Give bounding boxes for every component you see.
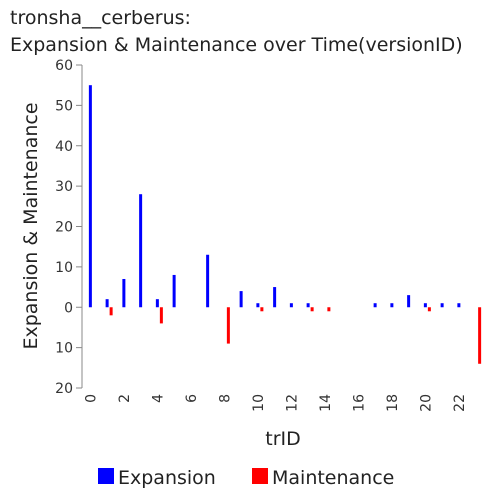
maintenance-bar-20 [427, 307, 431, 312]
expansion-bar-10 [256, 303, 260, 308]
expansion-bar-12 [289, 303, 293, 308]
x-tick-label: 20 [418, 394, 434, 412]
maintenance-bar-1 [109, 307, 113, 316]
y-tick-label: 50 [55, 98, 73, 114]
maintenance-bar-10 [260, 307, 264, 312]
y-axis-label: Expansion & Maintenance [20, 102, 42, 349]
expansion-bar-9 [239, 291, 243, 308]
expansion-bar-21 [440, 303, 444, 308]
maintenance-bar-14 [327, 307, 331, 312]
legend-label-expansion: Expansion [118, 467, 216, 489]
x-axis-label: trID [265, 428, 301, 450]
legend-swatch-maintenance [252, 468, 268, 484]
x-tick-label: 0 [83, 394, 99, 403]
x-tick-label: 10 [251, 394, 267, 412]
x-tick-label: 14 [318, 394, 334, 412]
y-tick-label: 10 [55, 341, 73, 357]
y-tick-label: 20 [55, 381, 73, 397]
expansion-bar-22 [457, 303, 461, 308]
legend: Expansion Maintenance [98, 467, 394, 489]
maintenance-bar-23 [478, 307, 482, 364]
expansion-bar-1 [105, 299, 109, 308]
maintenance-bar-8 [226, 307, 230, 344]
x-tick-label: 4 [150, 394, 166, 403]
expansion-bar-3 [139, 194, 143, 308]
y-tick-label: 10 [55, 260, 73, 276]
y-tick-label: 20 [55, 220, 73, 236]
expansion-bar-0 [88, 85, 92, 308]
expansion-bar-20 [423, 303, 427, 308]
expansion-bar-4 [155, 299, 159, 308]
x-tick-label: 18 [385, 394, 401, 412]
expansion-bar-17 [373, 303, 377, 308]
y-tick-label: 40 [55, 139, 73, 155]
x-tick-label: 22 [452, 394, 468, 412]
expansion-bar-19 [407, 295, 411, 308]
y-tick-label: 60 [55, 58, 73, 74]
expansion-bar-2 [122, 278, 126, 308]
expansion-bar-18 [390, 303, 394, 308]
legend-label-maintenance: Maintenance [272, 467, 394, 489]
y-tick-label: 30 [55, 179, 73, 195]
x-tick-label: 8 [217, 394, 233, 403]
chart-title-line1: tronsha__cerberus: [10, 7, 191, 29]
maintenance-bar-13 [310, 307, 314, 312]
x-tick-label: 6 [184, 394, 200, 403]
legend-swatch-expansion [98, 468, 114, 484]
x-tick-label: 16 [351, 394, 367, 412]
plot-area: 60 50 40 30 20 10 0 10 20 0 2 4 6 8 10 12 14 16 18 20 22 [55, 58, 482, 412]
maintenance-bar-4 [159, 307, 163, 324]
chart-title-line2: Expansion & Maintenance over Time(versio… [10, 34, 463, 56]
y-tick-label: 0 [64, 300, 73, 316]
expansion-bar-5 [172, 274, 176, 308]
expansion-bar-7 [206, 254, 210, 308]
expansion-bar-13 [306, 303, 310, 308]
x-tick-label: 12 [284, 394, 300, 412]
x-tick-label: 2 [117, 394, 133, 403]
expansion-bar-11 [273, 287, 277, 308]
